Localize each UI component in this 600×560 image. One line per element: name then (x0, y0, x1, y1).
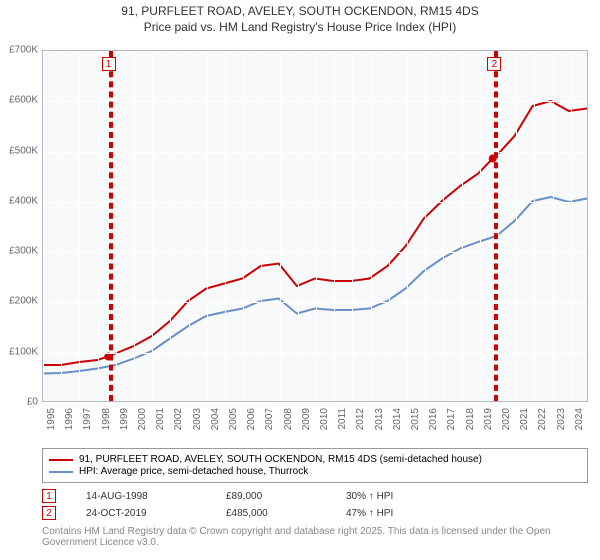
x-tick-label: 2022 (537, 408, 548, 430)
series-line (43, 197, 587, 374)
sale-num: 1 (42, 489, 56, 503)
legend-swatch (49, 459, 73, 461)
x-tick-label: 1998 (101, 408, 112, 430)
marker-label: 2 (487, 57, 501, 71)
y-tick-label: £200K (9, 296, 38, 307)
sale-pct: 47% ↑ HPI (346, 508, 393, 519)
sale-price: £485,000 (226, 508, 316, 519)
marker-line (494, 51, 498, 401)
title-line2: Price paid vs. HM Land Registry's House … (0, 20, 600, 36)
x-axis: 1995 1996 1997 1998 1999 2000 2001 2002 2003 2004… (42, 404, 588, 444)
x-tick-label: 2003 (192, 408, 203, 430)
x-tick-label: 2019 (483, 408, 494, 430)
y-tick-label: £0 (27, 397, 38, 408)
x-tick-label: 2010 (319, 408, 330, 430)
legend-swatch (49, 471, 73, 473)
x-tick-label: 2014 (392, 408, 403, 430)
x-tick-label: 2007 (264, 408, 275, 430)
sale-date: 14-AUG-1998 (86, 491, 196, 502)
x-tick-label: 2016 (428, 408, 439, 430)
x-tick-label: 1997 (82, 408, 93, 430)
chart-container: 91, PURFLEET ROAD, AVELEY, SOUTH OCKENDO… (0, 0, 600, 560)
x-tick-label: 2018 (465, 408, 476, 430)
legend-label: HPI: Average price, semi-detached house,… (79, 466, 308, 477)
legend-row: 91, PURFLEET ROAD, AVELEY, SOUTH OCKENDO… (49, 454, 581, 465)
x-tick-label: 2015 (410, 408, 421, 430)
x-tick-label: 2024 (574, 408, 585, 430)
x-tick-label: 2006 (246, 408, 257, 430)
chart-title: 91, PURFLEET ROAD, AVELEY, SOUTH OCKENDO… (0, 0, 600, 35)
x-tick-label: 2001 (155, 408, 166, 430)
legend: 91, PURFLEET ROAD, AVELEY, SOUTH OCKENDO… (42, 448, 588, 483)
x-tick-label: 2008 (283, 408, 294, 430)
sales-list: 1 14-AUG-1998 £89,000 30% ↑ HPI 2 24-OCT-2019… (42, 489, 588, 520)
plot-area: 12 (42, 50, 588, 402)
marker-line (109, 51, 113, 401)
sale-row: 1 14-AUG-1998 £89,000 30% ↑ HPI (42, 489, 588, 503)
x-tick-label: 1999 (119, 408, 130, 430)
y-tick-label: £500K (9, 145, 38, 156)
sale-pct: 30% ↑ HPI (346, 491, 393, 502)
x-tick-label: 2020 (501, 408, 512, 430)
x-tick-label: 2013 (374, 408, 385, 430)
x-tick-label: 2021 (519, 408, 530, 430)
sale-num: 2 (42, 506, 56, 520)
x-tick-label: 1995 (46, 408, 57, 430)
legend-row: HPI: Average price, semi-detached house,… (49, 466, 581, 477)
title-line1: 91, PURFLEET ROAD, AVELEY, SOUTH OCKENDO… (0, 4, 600, 20)
y-tick-label: £300K (9, 246, 38, 257)
x-tick-label: 2009 (301, 408, 312, 430)
marker-label: 1 (102, 57, 116, 71)
credit-text: Contains HM Land Registry data © Crown c… (42, 526, 588, 548)
x-tick-label: 2012 (355, 408, 366, 430)
x-tick-label: 2005 (228, 408, 239, 430)
y-tick-label: £700K (9, 45, 38, 56)
y-tick-label: £600K (9, 95, 38, 106)
x-tick-label: 2000 (137, 408, 148, 430)
x-tick-label: 2004 (210, 408, 221, 430)
x-tick-label: 2023 (556, 408, 567, 430)
y-axis: £0£100K£200K£300K£400K£500K£600K£700K (0, 50, 40, 402)
legend-label: 91, PURFLEET ROAD, AVELEY, SOUTH OCKENDO… (79, 454, 482, 465)
legend-box: 91, PURFLEET ROAD, AVELEY, SOUTH OCKENDO… (42, 448, 588, 548)
x-tick-label: 2002 (173, 408, 184, 430)
sale-row: 2 24-OCT-2019 £485,000 47% ↑ HPI (42, 506, 588, 520)
x-tick-label: 2017 (446, 408, 457, 430)
line-svg (43, 51, 587, 401)
x-tick-label: 1996 (64, 408, 75, 430)
series-line (43, 101, 587, 365)
sale-date: 24-OCT-2019 (86, 508, 196, 519)
y-tick-label: £400K (9, 195, 38, 206)
sale-price: £89,000 (226, 491, 316, 502)
y-tick-label: £100K (9, 346, 38, 357)
x-tick-label: 2011 (337, 408, 348, 430)
